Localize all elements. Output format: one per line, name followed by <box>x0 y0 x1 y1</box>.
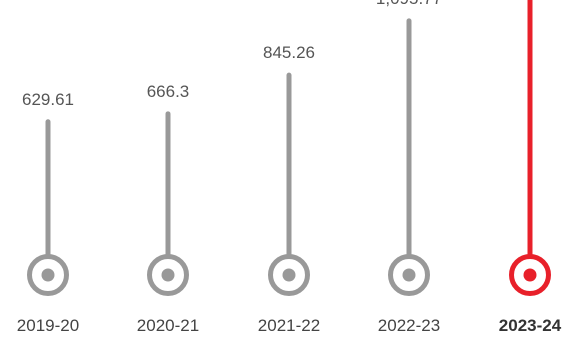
value-label-2020-21: 666.3 <box>147 82 190 101</box>
category-label-2020-21: 2020-21 <box>137 316 199 335</box>
lollipop-dot-2022-23 <box>402 268 416 282</box>
category-label-2019-20: 2019-20 <box>17 316 79 335</box>
category-label-2021-22: 2021-22 <box>258 316 320 335</box>
value-label-2021-22: 845.26 <box>263 43 315 62</box>
value-label-2019-20: 629.61 <box>22 90 74 109</box>
lollipop-dot-2023-24 <box>523 268 537 282</box>
lollipop-dot-2020-21 <box>161 268 175 282</box>
category-label-2023-24: 2023-24 <box>499 316 562 335</box>
lollipop-dot-2019-20 <box>41 268 55 282</box>
value-label-2022-23: 1,095.77 <box>376 0 442 8</box>
lollipop-dot-2021-22 <box>282 268 296 282</box>
category-label-2022-23: 2022-23 <box>378 316 440 335</box>
